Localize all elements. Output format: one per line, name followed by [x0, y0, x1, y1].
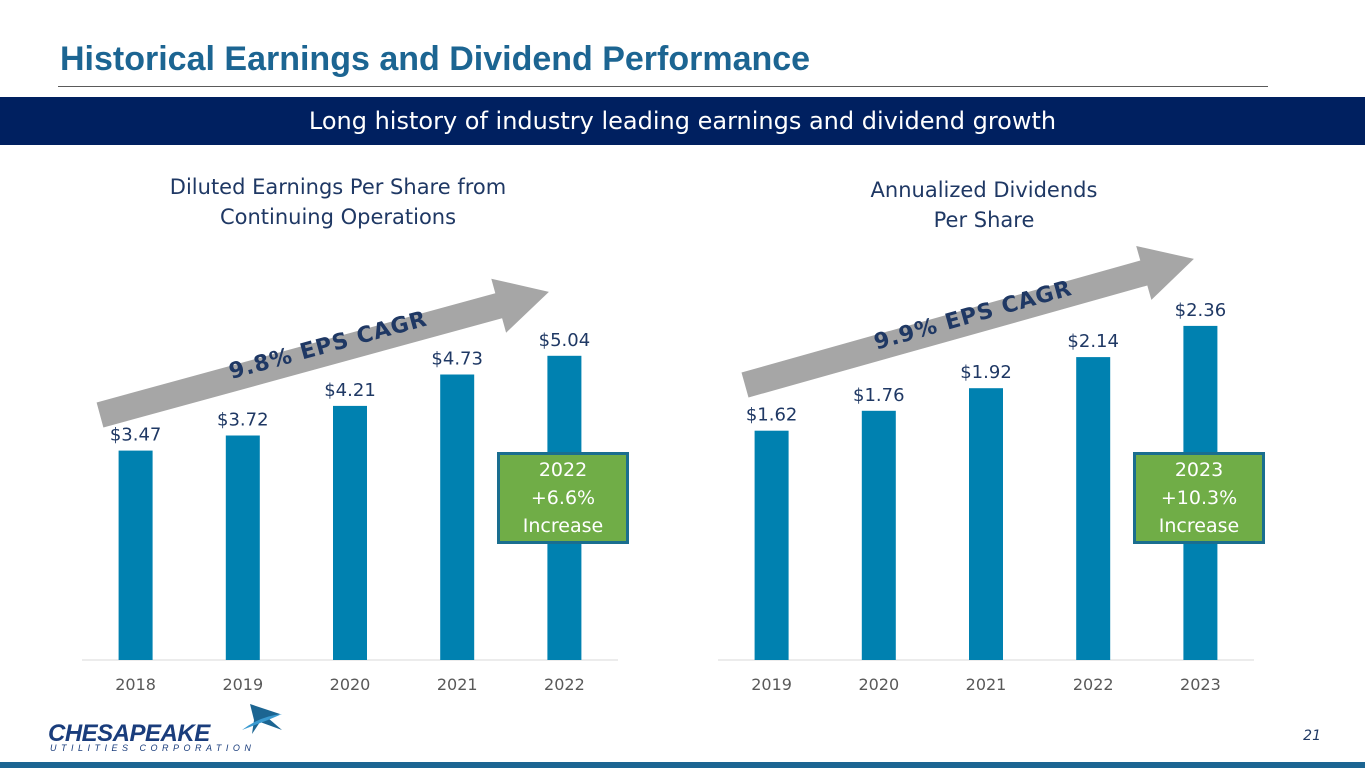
- dividend-tick-label-2020: 2020: [858, 675, 899, 694]
- eps-value-label-2020: $4.21: [324, 380, 376, 401]
- logo-wordmark: CHESAPEAKE: [48, 720, 210, 747]
- dividend-callout-change: +10.3%: [1160, 487, 1238, 509]
- dividend-value-label-2022: $2.14: [1067, 331, 1119, 352]
- page-number: 21: [1303, 728, 1321, 744]
- dividend-callout-box: 2023 +10.3% Increase: [1133, 452, 1265, 544]
- eps-tick-label-2020: 2020: [330, 675, 371, 694]
- eps-callout-year: 2022: [538, 459, 588, 481]
- logo-tagline: UTILITIES CORPORATION: [50, 743, 256, 753]
- dividend-value-label-2023: $2.36: [1175, 300, 1227, 321]
- eps-bar-2019: [225, 435, 260, 660]
- dividend-bar-2020: [861, 410, 896, 660]
- dividend-growth-arrow: [741, 246, 1194, 398]
- dividend-value-label-2019: $1.62: [746, 405, 798, 426]
- dividend-bar-2022: [1076, 357, 1111, 660]
- eps-callout-box: 2022 +6.6% Increase: [497, 452, 629, 544]
- footer-rule: [0, 762, 1365, 768]
- eps-bar-2021: [440, 374, 475, 660]
- subtitle-banner: Long history of industry leading earning…: [0, 97, 1365, 145]
- eps-tick-label-2019: 2019: [222, 675, 263, 694]
- company-logo: CHESAPEAKE UTILITIES CORPORATION: [46, 700, 286, 753]
- dividend-callout-year: 2023: [1174, 459, 1224, 481]
- eps-value-label-2021: $4.73: [431, 349, 483, 370]
- eps-tick-label-2022: 2022: [544, 675, 585, 694]
- dividend-tick-label-2023: 2023: [1180, 675, 1221, 694]
- eps-bar-2018: [118, 450, 153, 660]
- dividend-value-label-2021: $1.92: [960, 362, 1012, 383]
- dividend-tick-label-2022: 2022: [1073, 675, 1114, 694]
- eps-tick-label-2018: 2018: [115, 675, 156, 694]
- eps-value-label-2019: $3.72: [217, 410, 269, 431]
- dividend-value-label-2020: $1.76: [853, 385, 905, 406]
- dividend-chart-title: Annualized Dividends Per Share: [870, 178, 1098, 232]
- dividend-tick-label-2021: 2021: [966, 675, 1007, 694]
- dividend-tick-label-2019: 2019: [751, 675, 792, 694]
- eps-callout-label: Increase: [522, 515, 604, 537]
- eps-value-label-2018: $3.47: [110, 425, 162, 446]
- eps-value-label-2022: $5.04: [539, 330, 591, 351]
- subtitle-text: Long history of industry leading earning…: [308, 107, 1057, 135]
- eps-chart-title: Diluted Earnings Per Share from Continui…: [169, 175, 507, 229]
- eps-growth-arrow: [96, 278, 549, 428]
- dividend-bar-2019: [754, 430, 789, 660]
- eps-tick-label-2021: 2021: [437, 675, 478, 694]
- dividend-cagr-label: 9.9% EPS CAGR: [871, 276, 1075, 355]
- eps-callout-change: +6.6%: [530, 487, 596, 509]
- eps-bar-2020: [333, 405, 367, 660]
- bird-icon: [242, 704, 282, 734]
- dividend-callout-label: Increase: [1158, 515, 1240, 537]
- title-divider: [58, 86, 1268, 87]
- slide-title: Historical Earnings and Dividend Perform…: [60, 40, 811, 78]
- dividend-bar-2021: [969, 388, 1003, 660]
